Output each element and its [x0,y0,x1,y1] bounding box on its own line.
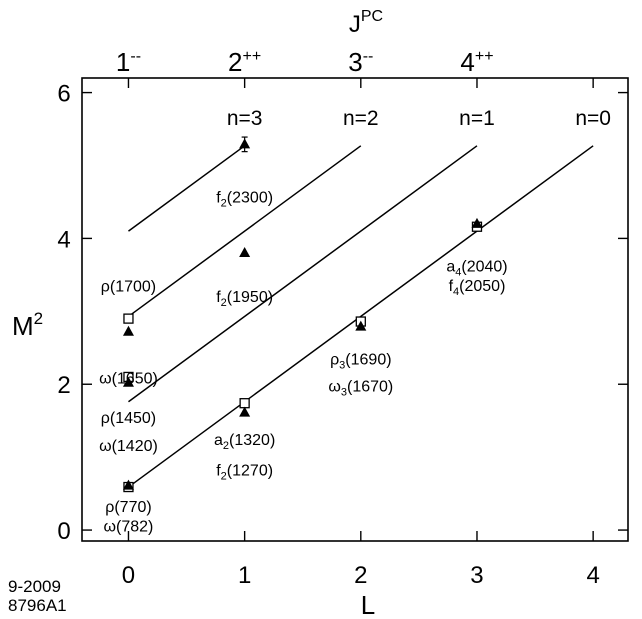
x-tick-label: 1 [238,562,251,589]
triangle-marker [239,406,251,417]
particle-label: ω(1420) [99,438,158,455]
y-axis-title-sup: 2 [34,309,43,328]
x-tick-label: 3 [470,562,483,589]
triangle-marker [122,479,134,490]
particle-label: a2(1320) [214,432,275,452]
plot-frame-layer [81,77,629,542]
y-tick-label: 0 [57,518,70,545]
particle-symbol: f [216,189,221,206]
square-marker [239,398,250,409]
y-axis-title-main: M [12,311,34,341]
particle-subscript: 4 [455,267,461,279]
triangle-marker [355,320,367,331]
top-tick-sup: -- [363,48,374,65]
footer-date: 9-2009 [8,577,61,596]
x-tick-label: 2 [354,562,367,589]
trajectory-line [128,145,362,318]
top-axis-title-main: J [349,11,361,38]
particle-mass: (1950) [227,289,273,306]
trajectory-label: n=1 [459,107,495,130]
particle-symbol: a [446,259,455,276]
particle-label: a4(2040) [446,259,507,279]
particle-label: ρ3(1690) [330,352,391,372]
triangle-marker [239,138,251,149]
top-tick-main: 3 [348,47,362,77]
particle-label: f2(2300) [216,189,273,209]
trajectory-label: n=2 [343,107,379,130]
particle-mass: (1270) [227,463,273,480]
particle-symbol: f [216,289,221,306]
footer-code: 8796A1 [8,596,67,615]
trajectory-line [128,145,478,403]
top-tick-label: 4++ [460,47,493,77]
top-tick-main: 4 [460,47,474,77]
x-tick-label: 4 [586,562,599,589]
top-tick-label: 2++ [228,47,261,77]
x-tick-label: 0 [122,562,135,589]
particle-symbol: a [214,432,223,449]
particle-label: f4(2050) [449,278,506,298]
particle-label: f2(1270) [216,463,273,483]
particle-symbol: f [216,463,221,480]
trajectory-label: n=0 [575,107,611,130]
top-tick-main: 2 [228,47,242,77]
x-axis-title: L [361,590,375,619]
particle-label: ω3(1670) [328,379,393,399]
top-tick-label: 1-- [116,47,141,77]
particle-label: ω(1650) [99,371,158,388]
particle-subscript: 2 [221,297,227,309]
particle-label: ρ(1450) [101,410,156,427]
particle-mass: (1690) [345,352,391,369]
particle-label: ρ(770) [105,499,151,516]
square-marker [123,313,134,324]
particle-subscript: 4 [453,286,459,298]
top-tick-sup: -- [130,48,141,65]
particle-mass: (1670) [347,379,393,396]
particle-mass: (2040) [461,259,507,276]
triangle-marker [122,376,134,387]
triangle-marker [471,217,483,228]
particle-mass: (2300) [227,189,273,206]
top-axis-title: JPC [349,8,383,38]
trajectory-line [128,145,246,232]
y-axis-title: M2 [12,309,43,341]
particle-mass: (2050) [459,278,505,295]
particle-label: f2(1950) [216,289,273,309]
top-tick-sup: ++ [243,48,262,65]
particle-subscript: 3 [341,387,347,399]
particle-symbol: ρ [330,352,339,369]
triangle-marker [122,325,134,336]
particle-mass: (1320) [229,432,275,449]
particle-subscript: 3 [339,360,345,372]
particle-subscript: 2 [223,440,229,452]
y-tick-label: 2 [57,372,70,399]
top-tick-sup: ++ [475,48,494,65]
particle-subscript: 2 [221,197,227,209]
top-axis-title-sup: PC [361,8,383,25]
plot-frame [81,77,629,542]
top-tick-label: 3-- [348,47,373,77]
point-labels: n=0n=1n=2n=3ρ(770)a2(1320)ρ3(1690)a4(204… [99,107,611,536]
triangle-marker [239,246,251,257]
particle-symbol: f [449,278,454,295]
particle-label: ρ(1700) [101,279,156,296]
trajectory-lines [128,145,594,488]
y-tick-label: 6 [57,81,70,108]
particle-label: ω(782) [104,519,154,536]
particle-symbol: ω [328,379,341,396]
trajectory-label: n=3 [227,107,263,130]
data-points [122,136,483,493]
top-tick-main: 1 [116,47,130,77]
y-tick-label: 4 [57,226,70,253]
particle-subscript: 2 [221,471,227,483]
